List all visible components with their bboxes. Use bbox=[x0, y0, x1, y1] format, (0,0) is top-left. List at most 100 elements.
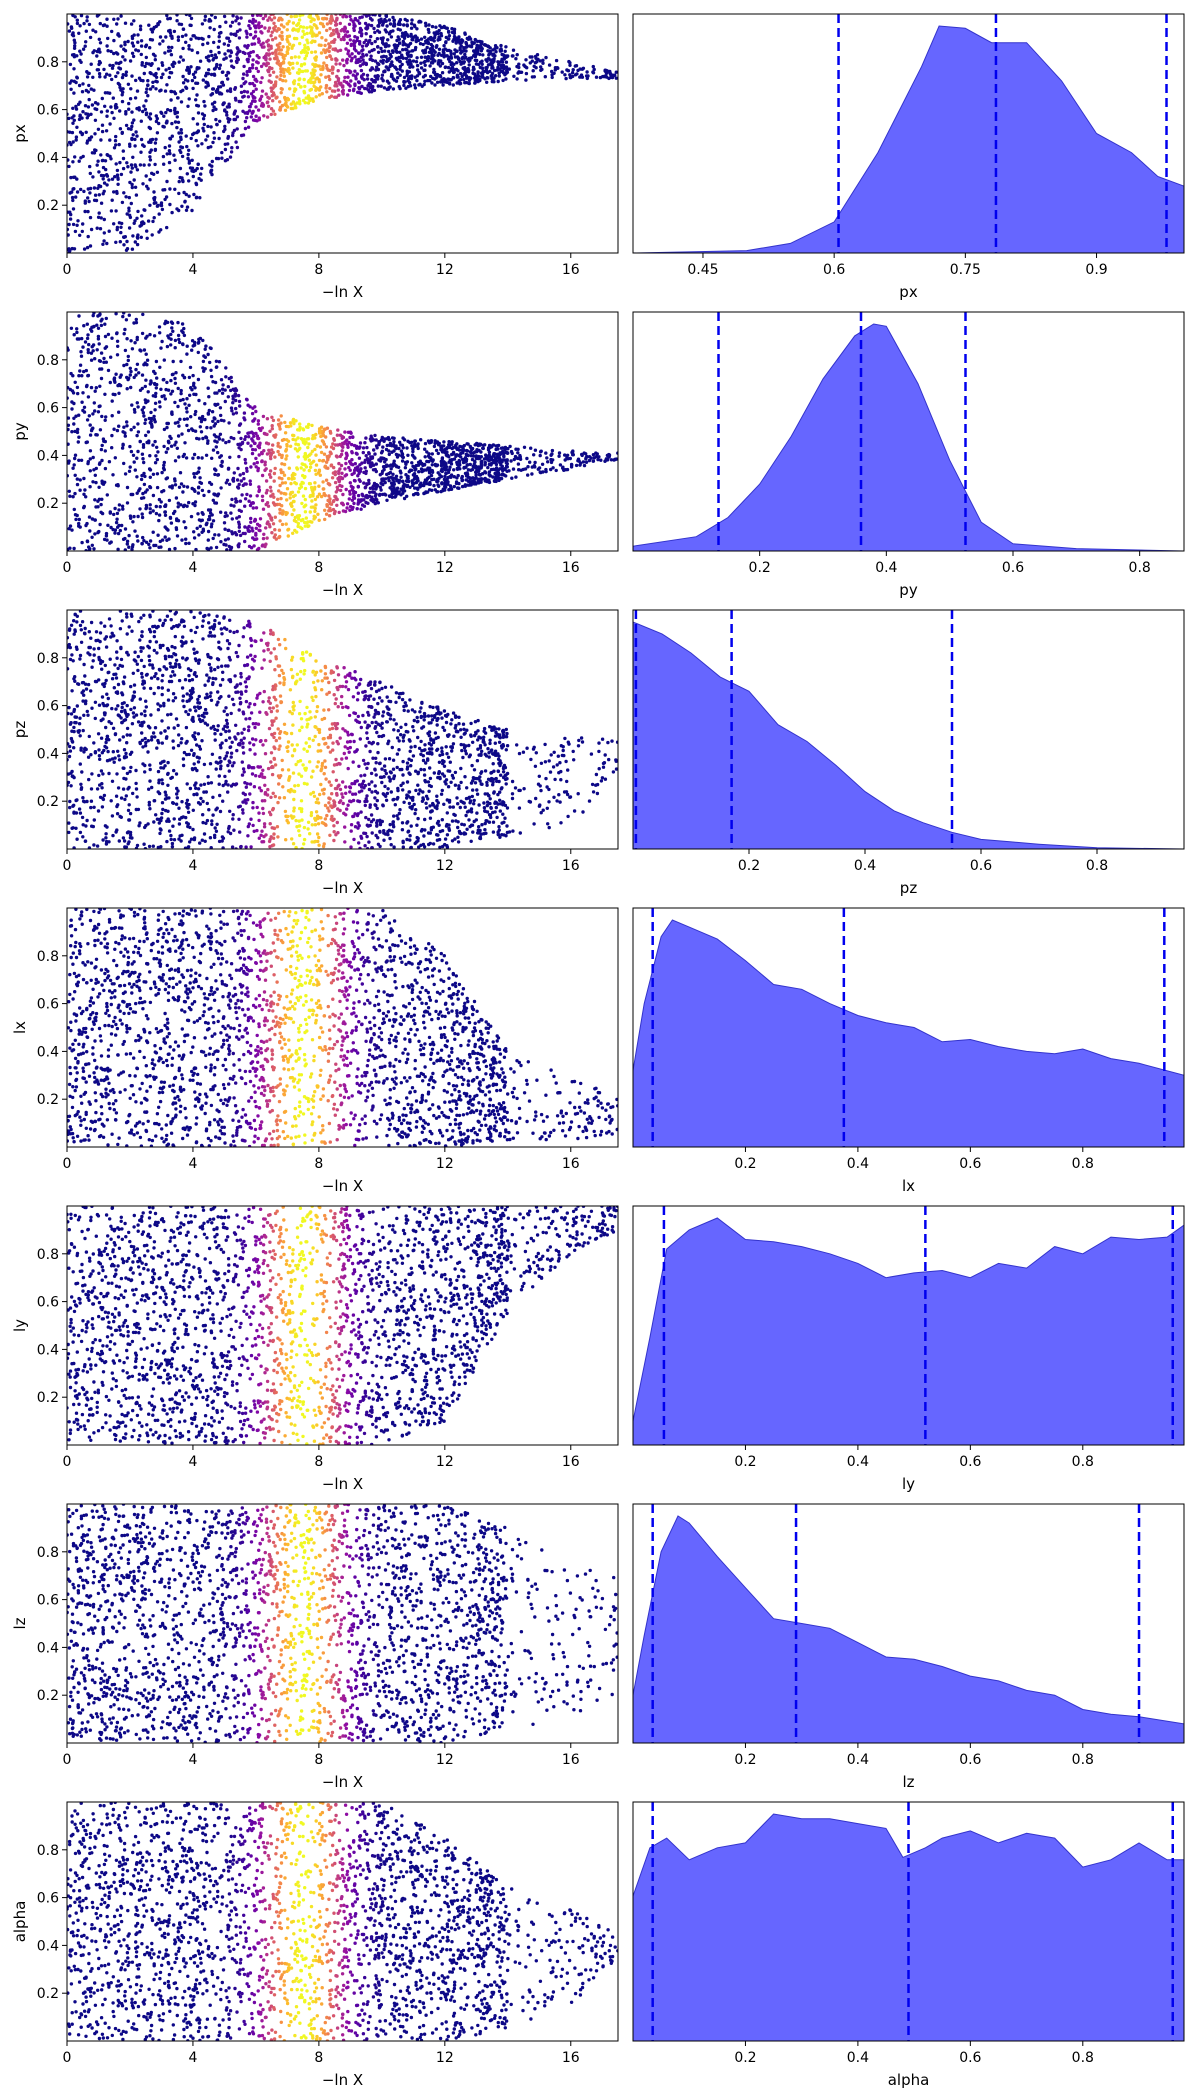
x-tick-label: 12 bbox=[436, 1454, 454, 1470]
kde-area bbox=[633, 25, 1184, 253]
plot-frame bbox=[632, 907, 1185, 1148]
scatter-panel-py: 0 4 8 12 16 0.2 0.4 0.6 0.8 −ln X py bbox=[11, 311, 619, 599]
x-tick-label: 0 bbox=[63, 262, 72, 278]
x-axis-label: py bbox=[899, 581, 918, 599]
x-tick-label: 0.2 bbox=[734, 1454, 756, 1470]
x-tick-label: 0 bbox=[63, 2050, 72, 2066]
plot-frame bbox=[66, 1205, 619, 1446]
x-tick-label: 16 bbox=[562, 1156, 580, 1172]
x-tick-label: 0.8 bbox=[1086, 858, 1108, 874]
x-axis-label: lz bbox=[902, 1773, 914, 1791]
y-tick-label: 0.6 bbox=[37, 103, 59, 119]
y-tick-label: 0.6 bbox=[37, 401, 59, 417]
x-tick-label: 12 bbox=[436, 262, 454, 278]
x-tick-label: 16 bbox=[562, 1752, 580, 1768]
scatter-points bbox=[67, 1206, 618, 1445]
scatter-points bbox=[67, 14, 618, 253]
y-axis-label: px bbox=[11, 124, 29, 143]
kde-panel-pz: 0.2 0.4 0.6 0.8 pz bbox=[632, 609, 1185, 897]
x-tick-label: 0.4 bbox=[875, 560, 897, 576]
x-tick-label: 8 bbox=[314, 560, 323, 576]
x-tick-label: 0.6 bbox=[959, 2050, 981, 2066]
x-axis-label: −ln X bbox=[322, 1773, 363, 1791]
scatter-panel-lz: 0 4 8 12 16 0.2 0.4 0.6 0.8 −ln X lz bbox=[11, 1503, 619, 1791]
x-tick-label: 16 bbox=[562, 2050, 580, 2066]
x-tick-label: 0.8 bbox=[1072, 2050, 1094, 2066]
y-tick-label: 0.8 bbox=[37, 949, 59, 965]
x-axis-label: ly bbox=[902, 1475, 915, 1493]
y-tick-label: 0.4 bbox=[37, 1342, 59, 1358]
y-tick-label: 0.2 bbox=[37, 1092, 59, 1108]
x-tick-label: 0.2 bbox=[734, 1752, 756, 1768]
kde-panel-ly: 0.2 0.4 0.6 0.8 ly bbox=[632, 1205, 1185, 1493]
x-axis-label: lx bbox=[902, 1177, 915, 1195]
y-tick-label: 0.8 bbox=[37, 1247, 59, 1263]
x-tick-label: 4 bbox=[188, 1752, 197, 1768]
plot-frame bbox=[632, 1801, 1185, 2042]
kde-area bbox=[633, 621, 1184, 849]
y-tick-label: 0.6 bbox=[37, 1593, 59, 1609]
plot-frame bbox=[632, 13, 1185, 254]
kde-area bbox=[633, 919, 1184, 1147]
scatter-panel-pz: 0 4 8 12 16 0.2 0.4 0.6 0.8 −ln X pz bbox=[11, 609, 619, 897]
x-tick-label: 0.9 bbox=[1085, 262, 1107, 278]
kde-area bbox=[633, 1515, 1184, 1743]
x-tick-label: 0 bbox=[63, 560, 72, 576]
x-tick-label: 16 bbox=[562, 560, 580, 576]
y-tick-label: 0.4 bbox=[37, 1044, 59, 1060]
y-axis-label: lx bbox=[11, 1021, 29, 1034]
y-tick-label: 0.2 bbox=[37, 1390, 59, 1406]
kde-area bbox=[633, 1813, 1184, 2041]
x-tick-label: 12 bbox=[436, 560, 454, 576]
x-tick-label: 0.6 bbox=[1002, 560, 1024, 576]
x-tick-label: 4 bbox=[188, 262, 197, 278]
y-tick-label: 0.2 bbox=[37, 496, 59, 512]
plot-frame bbox=[66, 1503, 619, 1744]
kde-panel-px: 0.45 0.6 0.75 0.9 px bbox=[632, 13, 1185, 301]
x-tick-label: 16 bbox=[562, 262, 580, 278]
scatter-panel-alpha: 0 4 8 12 16 0.2 0.4 0.6 0.8 −ln X alpha bbox=[11, 1801, 619, 2089]
x-tick-label: 0.45 bbox=[687, 262, 718, 278]
x-tick-label: 0.8 bbox=[1072, 1156, 1094, 1172]
y-axis-label: lz bbox=[11, 1617, 29, 1629]
x-axis-label: −ln X bbox=[322, 1177, 363, 1195]
scatter-points bbox=[67, 1802, 618, 2041]
plot-frame bbox=[66, 1801, 619, 2042]
x-tick-label: 8 bbox=[314, 1156, 323, 1172]
x-axis-label: −ln X bbox=[322, 283, 363, 301]
kde-panel-lz: 0.2 0.4 0.6 0.8 lz bbox=[632, 1503, 1185, 1791]
x-tick-label: 0 bbox=[63, 1156, 72, 1172]
x-tick-label: 4 bbox=[188, 560, 197, 576]
plot-frame bbox=[66, 907, 619, 1148]
x-axis-label: −ln X bbox=[322, 2071, 363, 2089]
y-tick-label: 0.8 bbox=[37, 1545, 59, 1561]
x-axis-label: −ln X bbox=[322, 879, 363, 897]
y-axis-label: ly bbox=[11, 1319, 29, 1332]
scatter-points bbox=[67, 610, 618, 849]
x-tick-label: 4 bbox=[188, 1156, 197, 1172]
scatter-panel-px: 0 4 8 12 16 0.2 0.4 0.6 0.8 −ln X px bbox=[11, 13, 619, 301]
plot-frame bbox=[632, 1205, 1185, 1446]
kde-area bbox=[633, 323, 1184, 551]
x-tick-label: 8 bbox=[314, 1454, 323, 1470]
x-axis-label: −ln X bbox=[322, 581, 363, 599]
x-tick-label: 0.2 bbox=[734, 1156, 756, 1172]
x-axis-label: −ln X bbox=[322, 1475, 363, 1493]
kde-panel-py: 0.2 0.4 0.6 0.8 py bbox=[632, 311, 1185, 599]
x-tick-label: 12 bbox=[436, 1752, 454, 1768]
x-tick-label: 16 bbox=[562, 1454, 580, 1470]
x-tick-label: 0.8 bbox=[1129, 560, 1151, 576]
plot-frame bbox=[66, 311, 619, 552]
kde-panel-lx: 0.2 0.4 0.6 0.8 lx bbox=[632, 907, 1185, 1195]
scatter-points bbox=[67, 312, 618, 551]
x-tick-label: 4 bbox=[188, 858, 197, 874]
scatter-panel-ly: 0 4 8 12 16 0.2 0.4 0.6 0.8 −ln X ly bbox=[11, 1205, 619, 1493]
x-axis-label: alpha bbox=[888, 2071, 930, 2089]
y-tick-label: 0.2 bbox=[37, 1986, 59, 2002]
x-tick-label: 0.4 bbox=[847, 1752, 869, 1768]
x-tick-label: 0.6 bbox=[959, 1752, 981, 1768]
y-tick-label: 0.8 bbox=[37, 651, 59, 667]
kde-panel-alpha: 0.2 0.4 0.6 0.8 alpha bbox=[632, 1801, 1185, 2089]
kde-area bbox=[633, 1217, 1184, 1445]
